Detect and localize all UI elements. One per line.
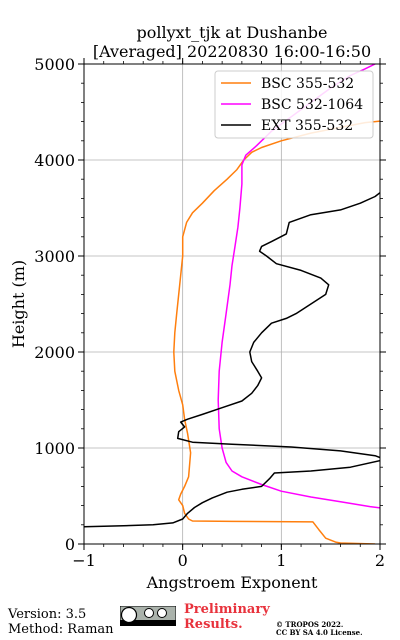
legend-label: BSC 355-532 — [261, 76, 354, 92]
copyright-line2: CC BY SA 4.0 License. — [276, 628, 363, 637]
preliminary-line1: Preliminary — [184, 602, 270, 617]
x-tick-label: 0 — [178, 551, 188, 570]
legend: BSC 355-532 BSC 532-1064 EXT 355-532 — [214, 70, 374, 139]
cc-license-icon — [120, 606, 176, 626]
copyright-line1: © TROPOS 2022. — [276, 620, 344, 629]
legend-label: EXT 355-532 — [261, 118, 353, 134]
copyright-notice: © TROPOS 2022. CC BY SA 4.0 License. — [276, 621, 363, 637]
y-tick-label: 0 — [65, 535, 75, 554]
y-tick-label: 2000 — [34, 343, 75, 362]
x-tick-label: −1 — [72, 551, 96, 570]
y-tick-label: 1000 — [34, 439, 75, 458]
preliminary-notice: Preliminary Results. — [184, 602, 270, 632]
plot-frame — [83, 63, 381, 545]
y-axis-label: Height (m) — [9, 260, 28, 348]
y-tick-label: 3000 — [34, 247, 75, 266]
legend-box — [214, 70, 374, 139]
method-text: Method: Raman — [8, 622, 114, 637]
series-line-ext-355-532 — [84, 191, 380, 528]
chart-title-line2: [Averaged] 20220830 16:00-16:50 — [93, 42, 371, 61]
y-tick-label: 4000 — [34, 151, 75, 170]
chart-title-line1: pollyxt_tjk at Dushanbe — [136, 23, 327, 42]
x-axis-label: Angstroem Exponent — [146, 573, 318, 592]
version-text: Version: 3.5 — [8, 607, 87, 622]
x-tick-label: 2 — [375, 551, 385, 570]
preliminary-line2: Results. — [184, 617, 243, 632]
x-tick-label: 1 — [276, 551, 286, 570]
legend-label: BSC 532-1064 — [261, 97, 363, 113]
series-line-bsc-355-532 — [173, 120, 380, 544]
y-tick-label: 5000 — [34, 55, 75, 74]
